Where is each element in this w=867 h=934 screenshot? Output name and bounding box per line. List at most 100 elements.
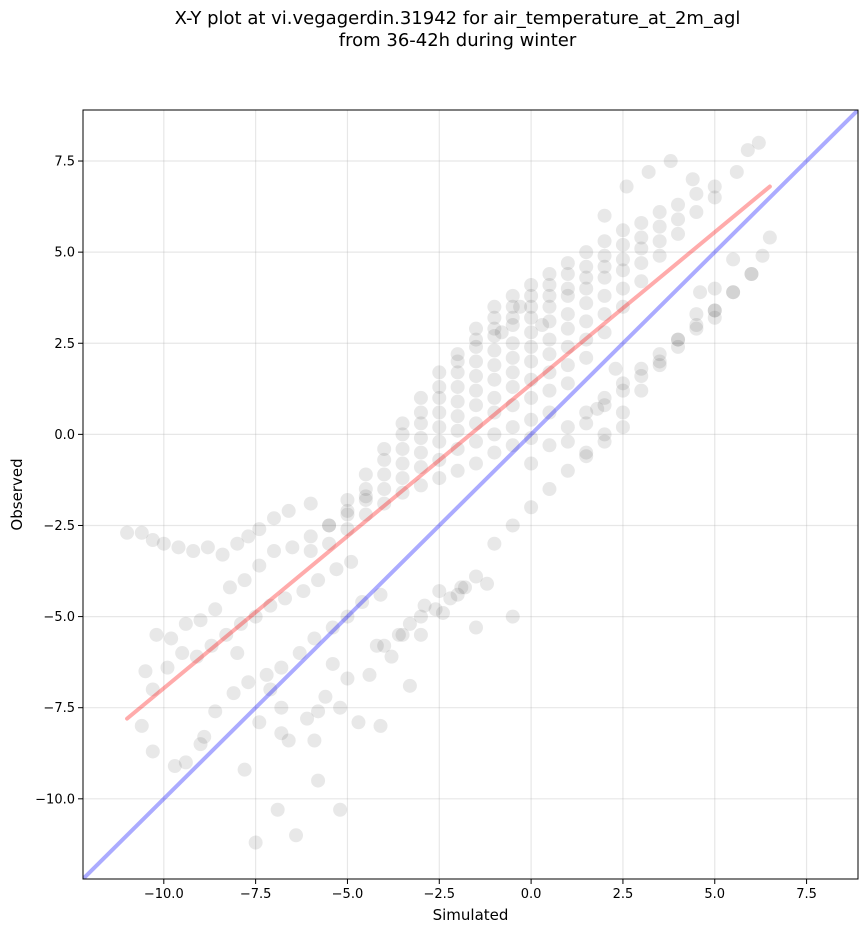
data-point xyxy=(402,616,417,631)
data-point xyxy=(689,205,704,220)
data-point xyxy=(469,416,484,431)
data-point xyxy=(285,540,300,555)
data-point xyxy=(579,296,594,311)
data-point xyxy=(755,248,770,263)
data-point xyxy=(358,467,373,482)
data-point xyxy=(325,656,340,671)
data-point xyxy=(689,318,704,333)
data-point xyxy=(377,467,392,482)
data-point xyxy=(145,744,160,759)
data-point xyxy=(450,379,465,394)
data-points xyxy=(120,135,777,850)
data-point xyxy=(634,274,649,289)
data-point xyxy=(377,638,392,653)
data-point xyxy=(487,358,502,373)
data-point xyxy=(689,321,704,336)
plot-frame xyxy=(82,109,859,880)
data-point xyxy=(167,759,182,774)
data-point xyxy=(186,543,201,558)
data-point xyxy=(663,154,678,169)
data-point xyxy=(707,303,722,318)
data-point xyxy=(505,438,520,453)
identity-line xyxy=(83,110,858,879)
data-point xyxy=(377,441,392,456)
x-axis-ticks: −10.0 −7.5 −5.0 −2.5 0.0 2.5 5.0 7.5 xyxy=(144,879,817,902)
data-point xyxy=(560,358,575,373)
data-point xyxy=(689,186,704,201)
data-point xyxy=(634,241,649,256)
data-point xyxy=(487,427,502,442)
data-point xyxy=(248,609,263,624)
data-point xyxy=(524,431,539,446)
data-point xyxy=(494,325,509,340)
data-point xyxy=(237,573,252,588)
data-point xyxy=(590,401,605,416)
data-point xyxy=(450,347,465,362)
data-point xyxy=(435,605,450,620)
data-point xyxy=(597,288,612,303)
data-point xyxy=(454,580,469,595)
data-point xyxy=(615,299,630,314)
data-point xyxy=(333,802,348,817)
data-point xyxy=(432,452,447,467)
data-point xyxy=(351,715,366,730)
data-point xyxy=(395,416,410,431)
data-point xyxy=(278,591,293,606)
data-point xyxy=(469,354,484,369)
data-point xyxy=(685,172,700,187)
data-point xyxy=(432,390,447,405)
chart-title: X-Y plot at vi.vegagerdin.31942 for air_… xyxy=(174,8,741,29)
data-point xyxy=(597,434,612,449)
data-point xyxy=(369,638,384,653)
data-point xyxy=(524,500,539,515)
data-point xyxy=(608,361,623,376)
data-point xyxy=(303,529,318,544)
data-point xyxy=(615,252,630,267)
data-point xyxy=(524,288,539,303)
data-point xyxy=(311,573,326,588)
data-point xyxy=(373,718,388,733)
data-point xyxy=(457,580,472,595)
data-point xyxy=(197,729,212,744)
data-point xyxy=(615,223,630,238)
data-point xyxy=(469,369,484,384)
data-point xyxy=(579,449,594,464)
y-tick-label: 7.5 xyxy=(54,155,75,170)
data-point xyxy=(693,285,708,300)
data-point xyxy=(432,365,447,380)
data-point xyxy=(707,281,722,296)
data-point xyxy=(303,496,318,511)
data-point xyxy=(226,686,241,701)
data-point xyxy=(579,350,594,365)
data-point xyxy=(726,252,741,267)
y-tick-label: −5.0 xyxy=(43,610,75,625)
x-tick-label: −5.0 xyxy=(332,887,364,902)
data-point xyxy=(358,507,373,522)
data-point xyxy=(138,664,153,679)
data-point xyxy=(160,660,175,675)
data-point xyxy=(505,365,520,380)
data-point xyxy=(377,452,392,467)
data-point xyxy=(597,398,612,413)
y-tick-label: 0.0 xyxy=(54,428,75,443)
x-tick-label: −2.5 xyxy=(423,887,455,902)
data-point xyxy=(615,420,630,435)
data-point xyxy=(156,536,171,551)
fit-lines xyxy=(83,110,858,879)
data-point xyxy=(542,299,557,314)
data-point xyxy=(652,234,667,249)
data-point xyxy=(311,704,326,719)
data-point xyxy=(671,332,686,347)
data-point xyxy=(579,416,594,431)
data-point xyxy=(248,835,263,850)
data-point xyxy=(175,646,190,661)
data-point xyxy=(274,726,289,741)
y-tick-label: 2.5 xyxy=(54,337,75,352)
data-point xyxy=(597,208,612,223)
data-point xyxy=(300,711,315,726)
data-point xyxy=(542,267,557,282)
data-point xyxy=(432,379,447,394)
data-point xyxy=(281,733,296,748)
data-point xyxy=(615,281,630,296)
